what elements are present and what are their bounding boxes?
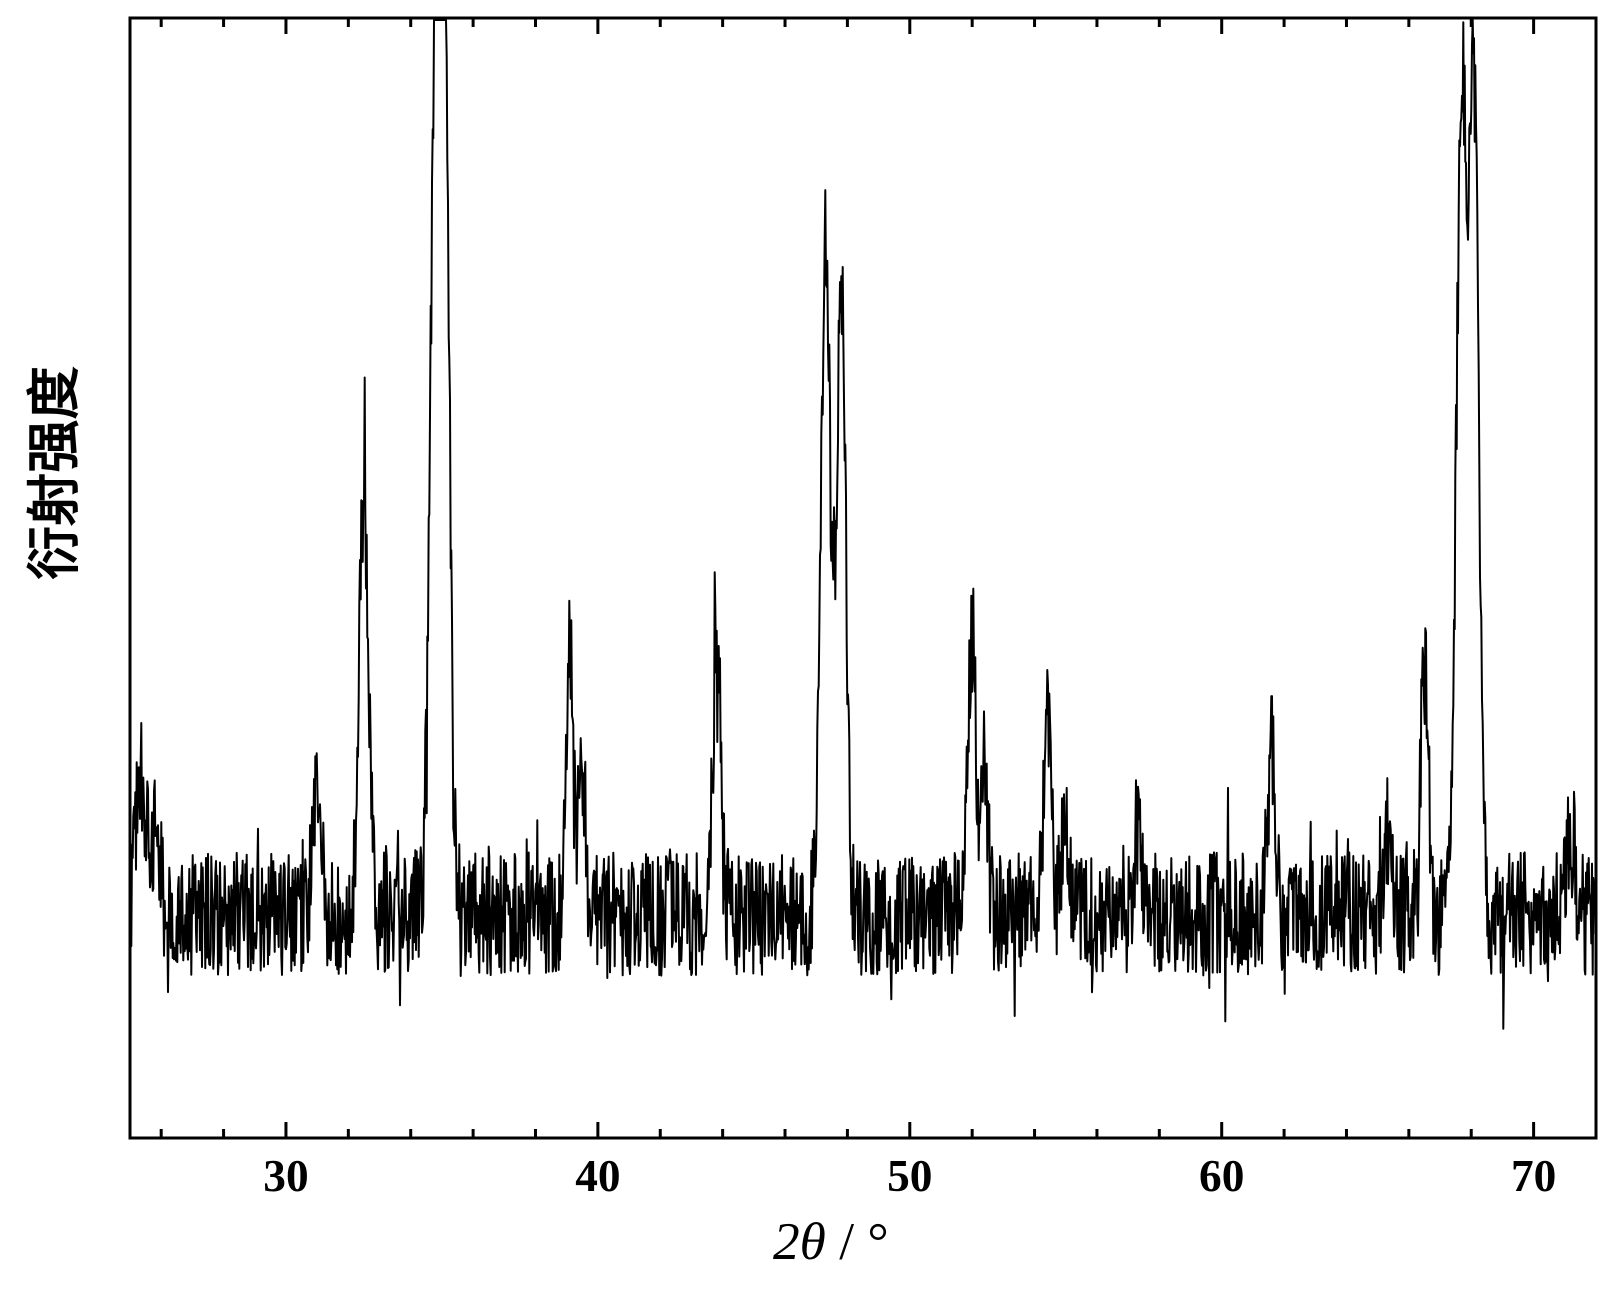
x-tick-label: 60 xyxy=(1199,1150,1244,1202)
x-tick-label: 50 xyxy=(887,1150,932,1202)
x-tick-label: 40 xyxy=(575,1150,620,1202)
x-axis-label-theta: 2θ xyxy=(773,1211,826,1271)
chart-svg xyxy=(0,0,1621,1289)
y-axis-label: 衍射强度 xyxy=(12,519,89,579)
x-tick-label: 30 xyxy=(263,1150,308,1202)
x-tick-label: 70 xyxy=(1511,1150,1556,1202)
x-axis-label-unit: / ° xyxy=(826,1211,889,1271)
x-axis-label: 2θ / ° xyxy=(773,1210,889,1272)
xrd-chart: 衍射强度 2θ / ° 30 40 50 60 70 xyxy=(0,0,1621,1289)
